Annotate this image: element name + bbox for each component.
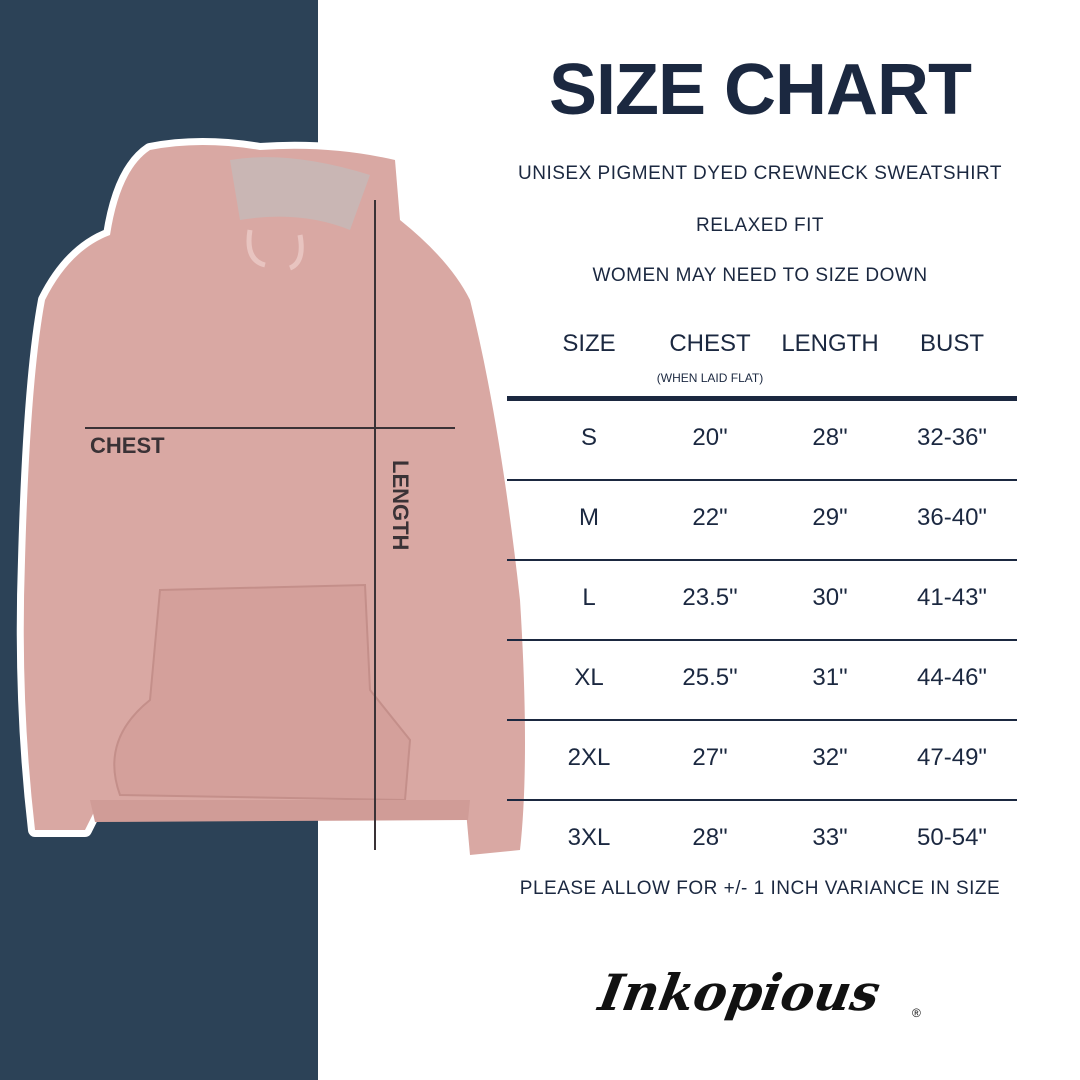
- cell-bust: 50-54": [917, 824, 987, 851]
- cell-length: 33": [812, 824, 848, 851]
- chest-label: CHEST: [90, 433, 165, 458]
- cell-length: 30": [812, 584, 848, 611]
- cell-length: 28": [812, 424, 848, 451]
- cell-chest: 23.5": [682, 584, 738, 611]
- hoodie-image: [23, 145, 525, 855]
- fit-label: RELAXED FIT: [696, 215, 824, 236]
- row-divider: [507, 639, 1017, 641]
- chest-note: (WHEN LAID FLAT): [656, 371, 764, 385]
- cell-bust: 32-36": [917, 424, 987, 451]
- header-rule: [507, 396, 1017, 401]
- cell-chest: 27": [692, 744, 728, 771]
- cell-chest: 20": [692, 424, 728, 451]
- header-bust: BUST: [919, 330, 984, 357]
- cell-chest: 22": [692, 504, 728, 531]
- cell-size: L: [582, 584, 596, 611]
- footnote: PLEASE ALLOW FOR +/- 1 INCH VARIANCE IN …: [519, 878, 1001, 899]
- cell-size: XL: [574, 664, 604, 691]
- cell-bust: 44-46": [917, 664, 987, 691]
- cell-length: 29": [812, 504, 848, 531]
- cell-bust: 36-40": [917, 504, 987, 531]
- svg-text:Inkopious: Inkopious: [593, 963, 885, 1022]
- header-length: LENGTH: [781, 330, 879, 357]
- cell-chest: 25.5": [682, 664, 738, 691]
- cell-size: 3XL: [567, 824, 611, 851]
- svg-text:®: ®: [912, 1006, 921, 1020]
- header-chest: CHEST: [669, 330, 751, 357]
- page-title: SIZE CHART: [549, 50, 972, 130]
- header-size: SIZE: [562, 330, 616, 357]
- inkopious-logo: Inkopious ®: [593, 963, 921, 1022]
- cell-length: 32": [812, 744, 848, 771]
- row-divider: [507, 799, 1017, 801]
- length-label: LENGTH: [388, 460, 413, 551]
- product-subtitle: UNISEX PIGMENT DYED CREWNECK SWEATSHIRT: [518, 163, 1002, 184]
- cell-size: S: [580, 424, 597, 451]
- row-divider: [507, 559, 1017, 561]
- cell-bust: 47-49": [917, 744, 987, 771]
- cell-bust: 41-43": [917, 584, 987, 611]
- cell-length: 31": [812, 664, 848, 691]
- cell-size: M: [579, 504, 599, 531]
- row-divider: [507, 479, 1017, 481]
- cell-chest: 28": [692, 824, 728, 851]
- row-divider: [507, 719, 1017, 721]
- sizing-advice: WOMEN MAY NEED TO SIZE DOWN: [592, 265, 928, 286]
- cell-size: 2XL: [567, 744, 611, 771]
